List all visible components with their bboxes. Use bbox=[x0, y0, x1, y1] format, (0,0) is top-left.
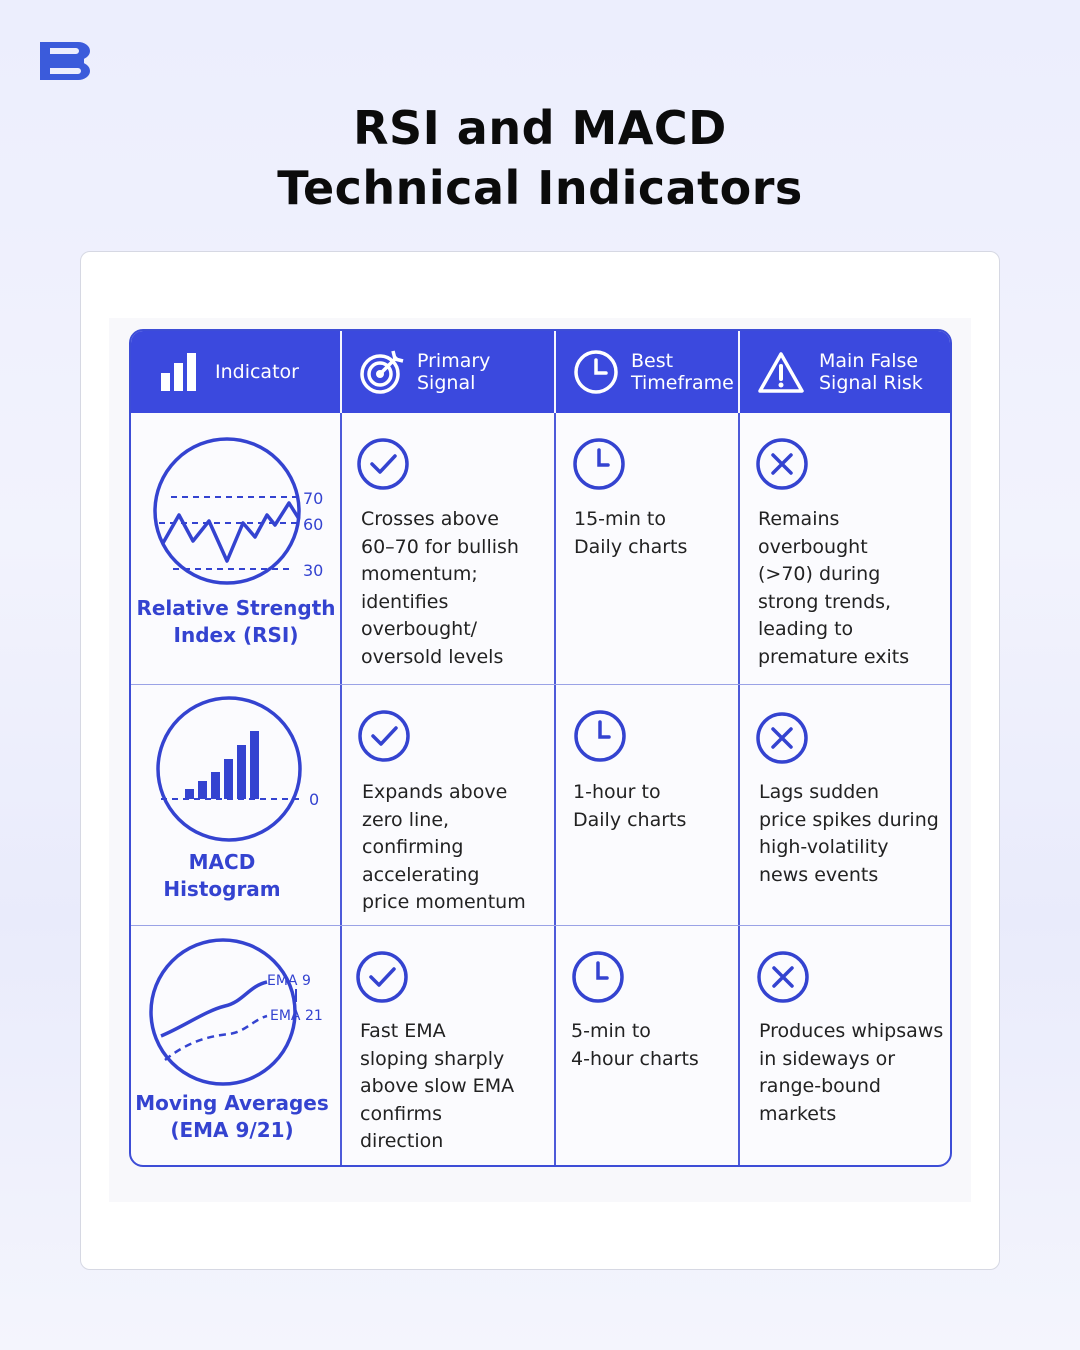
target-icon bbox=[360, 350, 404, 394]
clock-icon bbox=[572, 951, 624, 1003]
macd-histogram-icon: 0 bbox=[156, 696, 319, 842]
column-divider bbox=[738, 413, 740, 1165]
header-divider bbox=[738, 331, 740, 413]
header-best-timeframe: Best Timeframe bbox=[573, 331, 753, 413]
header-divider bbox=[340, 331, 342, 413]
header-label: Main False Signal Risk bbox=[819, 350, 923, 394]
ema-slow-label: EMA 21 bbox=[270, 1008, 323, 1024]
x-circle-icon bbox=[756, 438, 808, 490]
table-row: 70 60 30 Relative Strength Index (RSI) C… bbox=[131, 413, 950, 684]
bar-chart-icon bbox=[161, 353, 196, 391]
row-divider bbox=[131, 684, 950, 685]
table-row: 0 MACD Histogram Expands above zero line… bbox=[131, 685, 950, 925]
warning-icon bbox=[758, 352, 804, 393]
timeframe-text: 5-min to 4-hour charts bbox=[571, 1020, 699, 1070]
column-divider bbox=[340, 413, 342, 1165]
false-signal-risk-text: Lags sudden price spikes during high-vol… bbox=[759, 781, 939, 886]
check-circle-icon bbox=[356, 951, 408, 1003]
clock-icon bbox=[574, 710, 626, 762]
header-divider bbox=[554, 331, 556, 413]
header-label: Indicator bbox=[215, 361, 299, 383]
header-label: Primary Signal bbox=[417, 350, 491, 394]
table-row: EMA 9 EMA 21 Moving Averages (EMA 9/21) … bbox=[131, 926, 950, 1165]
column-divider bbox=[554, 413, 556, 1165]
moving-averages-chart-icon: EMA 9 EMA 21 bbox=[149, 938, 323, 1086]
rsi-chart-icon: 70 60 30 bbox=[153, 437, 323, 585]
title-line-1: RSI and MACD bbox=[353, 101, 727, 155]
primary-signal-text: Fast EMA sloping sharply above slow EMA … bbox=[360, 1020, 515, 1152]
false-signal-risk-text: Remains overbought (>70) during strong t… bbox=[758, 508, 910, 668]
header-indicator: Indicator bbox=[159, 331, 339, 413]
x-circle-icon bbox=[757, 951, 809, 1003]
false-signal-risk-text: Produces whipsaws in sideways or range-b… bbox=[759, 1020, 944, 1125]
timeframe-text: 1-hour to Daily charts bbox=[573, 781, 687, 831]
title-line-2: Technical Indicators bbox=[277, 161, 803, 215]
primary-signal-text: Expands above zero line, confirming acce… bbox=[362, 781, 526, 913]
table-header: Indicator Primary Signal Best Timeframe bbox=[131, 331, 950, 413]
check-circle-icon bbox=[357, 438, 409, 490]
header-label: Best Timeframe bbox=[631, 350, 734, 394]
primary-signal-text: Crosses above 60–70 for bullish momentum… bbox=[361, 508, 519, 668]
ema-fast-label: EMA 9 bbox=[267, 973, 311, 989]
indicator-name: MACD Histogram bbox=[163, 850, 281, 901]
header-primary-signal: Primary Signal bbox=[359, 331, 549, 413]
page-title: RSI and MACD Technical Indicators bbox=[0, 98, 1080, 218]
x-circle-icon bbox=[756, 712, 808, 764]
brand-s-logo-icon bbox=[40, 42, 90, 80]
check-circle-icon bbox=[358, 710, 410, 762]
indicator-name: Moving Averages (EMA 9/21) bbox=[135, 1091, 329, 1142]
rsi-level-label: 70 bbox=[303, 489, 323, 508]
row-divider bbox=[131, 925, 950, 926]
timeframe-text: 15-min to Daily charts bbox=[574, 508, 688, 558]
zero-line-label: 0 bbox=[309, 790, 319, 809]
rsi-level-label: 60 bbox=[303, 515, 323, 534]
indicator-name: Relative Strength Index (RSI) bbox=[136, 596, 336, 647]
rsi-level-label: 30 bbox=[303, 561, 323, 580]
clock-icon bbox=[573, 438, 625, 490]
comparison-table: Indicator Primary Signal Best Timeframe bbox=[129, 329, 952, 1167]
clock-icon bbox=[574, 350, 618, 394]
header-false-signal-risk: Main False Signal Risk bbox=[757, 331, 947, 413]
